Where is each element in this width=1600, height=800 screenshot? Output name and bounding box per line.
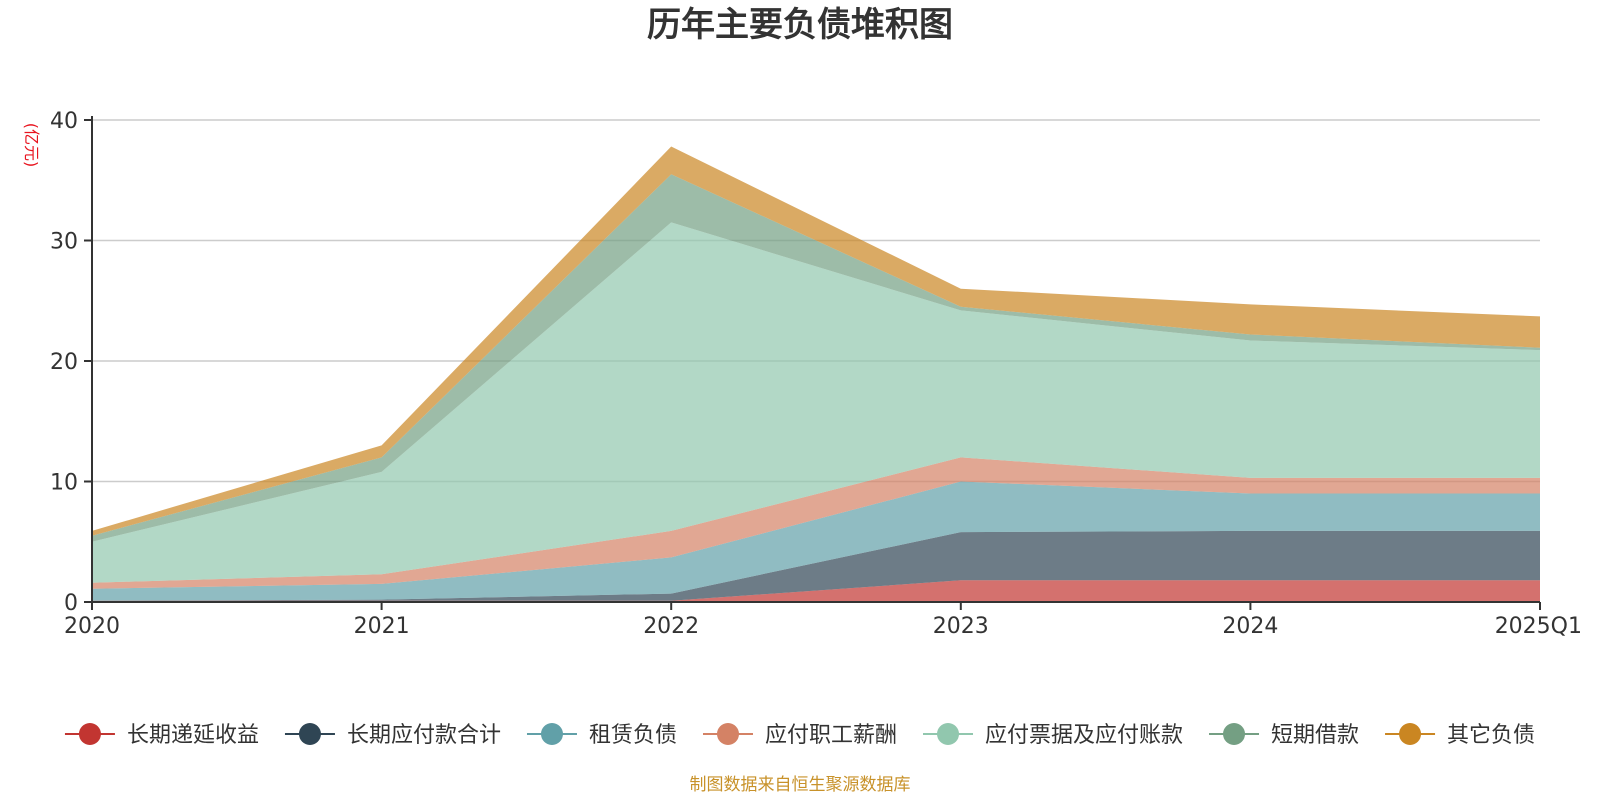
area-series-2 — [92, 481, 1540, 601]
area-series-4 — [92, 222, 1540, 583]
legend-label-1: 长期应付款合计 — [347, 723, 501, 748]
legend[interactable]: 长期递延收益 长期应付款合计 租赁负债 应付职工薪酬 应付票据及应付账款 短期借款 其它负债 — [64, 723, 1535, 748]
legend-item-2[interactable]: 租赁负债 — [526, 723, 677, 748]
y-tick-label-4: 40 — [50, 109, 78, 134]
legend-label-4: 应付票据及应付账款 — [985, 723, 1183, 748]
x-tick-label-4: 2024 — [1222, 614, 1278, 639]
legend-item-6[interactable]: 其它负债 — [1385, 723, 1535, 748]
chart-title: 历年主要负债堆积图 — [647, 5, 953, 45]
legend-marker-3 — [716, 723, 739, 745]
legend-marker-4 — [937, 723, 960, 745]
y-tick-label-3: 30 — [50, 230, 78, 255]
y-tick-label-0: 0 — [64, 591, 78, 616]
x-tick-label-3: 2023 — [933, 614, 989, 639]
y-tick-label-1: 10 — [50, 471, 78, 496]
area-series-3 — [92, 457, 1540, 589]
legend-item-3[interactable]: 应付职工薪酬 — [702, 723, 897, 748]
legend-label-6: 其它负债 — [1447, 723, 1535, 748]
legend-marker-1 — [298, 723, 321, 745]
legend-label-5: 短期借款 — [1271, 723, 1359, 748]
legend-item-4[interactable]: 应付票据及应付账款 — [923, 723, 1183, 748]
source-note: 制图数据来自恒生聚源数据库 — [690, 775, 911, 795]
legend-item-0[interactable]: 长期递延收益 — [64, 723, 259, 748]
area-series — [92, 146, 1540, 602]
legend-marker-2 — [540, 723, 563, 745]
legend-label-3: 应付职工薪酬 — [765, 723, 897, 748]
legend-marker-5 — [1223, 723, 1246, 745]
x-tick-label-0: 2020 — [64, 614, 120, 639]
legend-label-2: 租赁负债 — [589, 723, 677, 748]
x-tick-label-2: 2022 — [643, 614, 699, 639]
axes — [84, 116, 1541, 610]
x-tick-label-5: 2025Q1 — [1495, 614, 1582, 639]
area-series-6 — [92, 146, 1540, 536]
legend-item-1[interactable]: 长期应付款合计 — [284, 723, 501, 748]
legend-marker-0 — [78, 723, 101, 745]
legend-item-5[interactable]: 短期借款 — [1209, 723, 1359, 748]
legend-marker-6 — [1399, 723, 1422, 745]
area-series-5 — [92, 174, 1540, 542]
area-series-1 — [92, 530, 1540, 601]
tick-labels: 0 10 20 30 40 2020 2021 2022 2023 2024 2025Q1 — [50, 109, 1582, 639]
y-axis-unit: (亿元) — [22, 123, 41, 168]
x-tick-label-1: 2021 — [354, 614, 410, 639]
legend-label-0: 长期递延收益 — [127, 723, 259, 748]
y-tick-label-2: 20 — [50, 350, 78, 375]
area-series-0 — [92, 580, 1540, 602]
